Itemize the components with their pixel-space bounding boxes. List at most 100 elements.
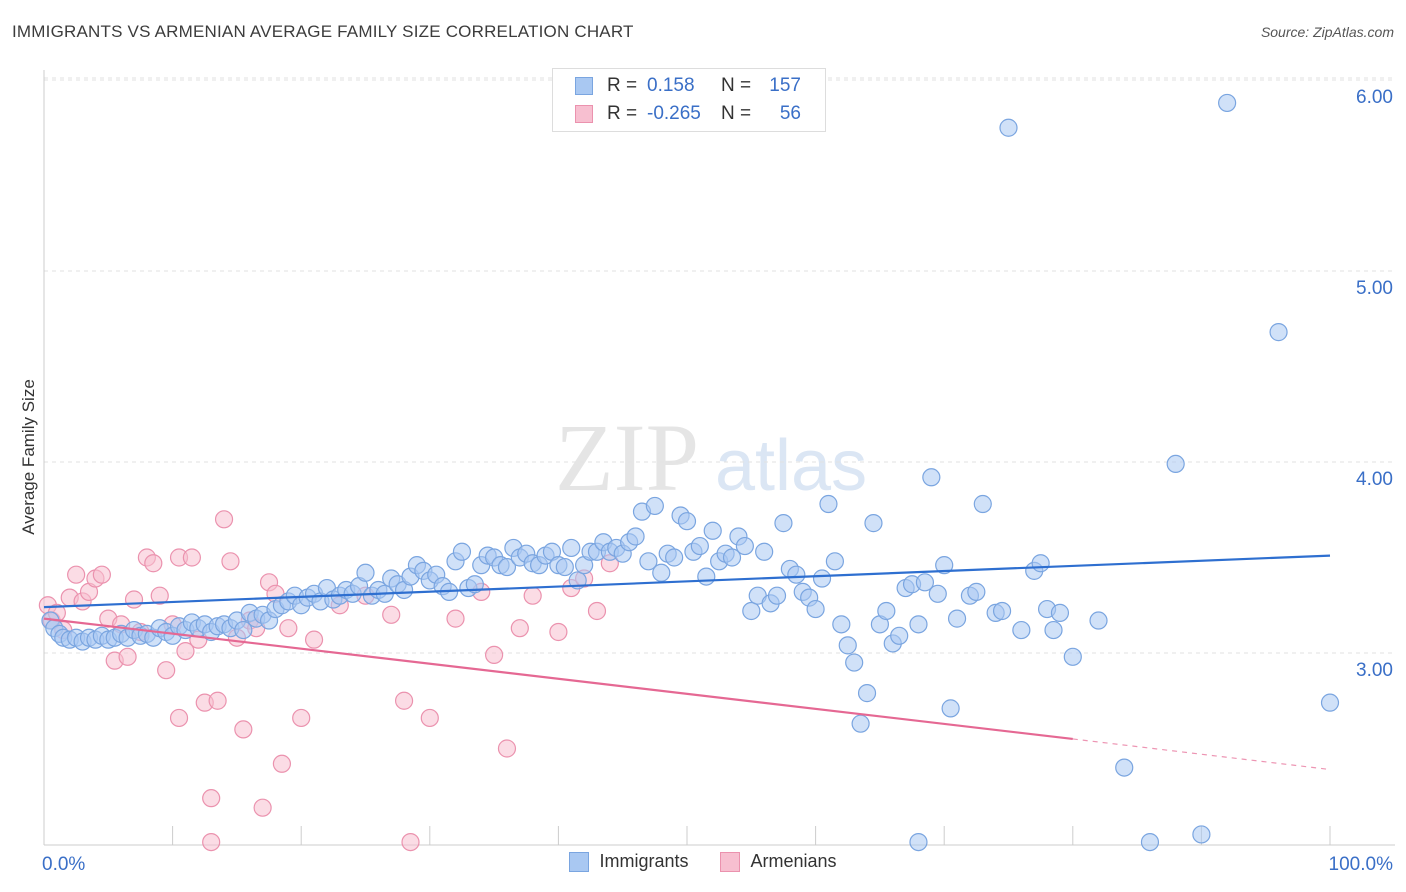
immigrants-point [697, 567, 716, 586]
immigrants-point [806, 599, 825, 619]
legend-n-value: 157 [769, 75, 801, 96]
chart-source: Source: ZipAtlas.com [1260, 24, 1394, 40]
armenians-swatch [575, 105, 593, 123]
immigrants-point [825, 552, 844, 571]
legend-item-armenians: Armenians [720, 851, 837, 872]
armenians-point [420, 708, 439, 728]
immigrants-point [626, 527, 645, 546]
immigrants-point [452, 542, 472, 561]
trend-lines [43, 554, 1331, 771]
immigrants-point [819, 494, 838, 514]
immigrants-point [755, 542, 774, 561]
armenians-point [92, 565, 111, 584]
immigrants-point [909, 615, 928, 634]
armenians-legend-label: Armenians [750, 851, 837, 871]
immigrants-point [465, 575, 484, 594]
legend-row-immigrants: R = 0.158 N = 157 [575, 73, 801, 99]
immigrants-point [877, 601, 896, 621]
immigrants-point [890, 626, 909, 645]
armenians-point [549, 622, 568, 642]
immigrants-point [851, 714, 870, 733]
immigrants-point [356, 563, 375, 582]
immigrants-point [845, 653, 864, 672]
immigrants-point [722, 548, 742, 567]
x-tick-label-min: 0.0% [42, 854, 85, 875]
immigrants-point [645, 496, 664, 516]
immigrants-point [1115, 758, 1134, 777]
immigrants-trend-line [43, 554, 1331, 609]
armenians-point [446, 609, 465, 628]
immigrants-point [1192, 825, 1211, 844]
armenians-point [401, 832, 420, 852]
immigrants-point [497, 557, 517, 577]
immigrants-points [41, 93, 1340, 852]
armenians-trend-extension [1072, 738, 1331, 771]
immigrants-point [1050, 603, 1070, 622]
immigrants-point [909, 832, 928, 852]
armenians-point [485, 645, 504, 665]
armenians-point [124, 590, 144, 609]
armenians-point [214, 510, 234, 529]
y-tick-label: 3.00 [1356, 660, 1393, 681]
armenians-point [234, 720, 253, 739]
legend-n-label: N = [721, 75, 752, 96]
immigrants-point [1089, 611, 1108, 630]
armenians-point [587, 601, 607, 621]
immigrants-point [812, 569, 832, 588]
armenians-point [304, 630, 324, 649]
y-tick-label: 6.00 [1356, 87, 1393, 108]
immigrants-point [690, 536, 709, 556]
immigrants-legend-swatch [569, 851, 590, 872]
immigrants-point [864, 514, 883, 533]
legend-n-label: N = [721, 103, 752, 124]
armenians-point [150, 586, 169, 605]
stats-legend: R = 0.158 N = 157 R = -0.265 N = 56 [552, 68, 826, 132]
chart-title: IMMIGRANTS VS ARMENIAN AVERAGE FAMILY SI… [12, 22, 634, 41]
armenians-point [497, 739, 517, 758]
armenians-point [144, 554, 163, 573]
immigrants-point [832, 615, 851, 634]
immigrants-point [928, 584, 947, 603]
immigrants-point [677, 512, 697, 531]
immigrants-point [562, 538, 581, 558]
legend-item-immigrants: Immigrants [569, 851, 688, 872]
watermark-atlas: atlas [715, 426, 867, 506]
immigrants-point [1140, 832, 1160, 852]
immigrants-point [1044, 620, 1063, 640]
y-axis-label: Average Family Size [19, 379, 38, 535]
armenians-point [202, 832, 221, 852]
armenians-point [382, 605, 401, 624]
immigrants-point [742, 601, 761, 621]
immigrants-point [922, 468, 941, 487]
armenians-point [118, 647, 137, 666]
armenians-point [523, 586, 542, 605]
immigrants-point [967, 582, 986, 601]
immigrants-point [947, 609, 967, 628]
armenians-trend-line [43, 617, 1073, 741]
x-tick-label-max: 100.0% [1329, 854, 1394, 875]
immigrants-point [703, 521, 722, 540]
immigrants-legend-label: Immigrants [599, 851, 689, 871]
y-tick-label: 5.00 [1356, 278, 1393, 299]
armenians-legend-swatch [720, 851, 741, 872]
immigrants-point [665, 548, 684, 567]
immigrants-point [941, 699, 960, 718]
immigrants-point [767, 586, 787, 605]
immigrants-point [857, 684, 877, 703]
armenians-point [208, 691, 227, 710]
immigrants-point [787, 565, 806, 584]
immigrants-point [973, 494, 992, 514]
armenians-point [272, 754, 292, 773]
legend-r-value: 0.158 [647, 75, 695, 96]
immigrants-point [555, 557, 574, 577]
series-legend: Immigrants Armenians [0, 851, 1406, 872]
armenians-point [253, 798, 272, 817]
legend-row-armenians: R = -0.265 N = 56 [575, 101, 801, 127]
immigrants-point [838, 636, 857, 655]
immigrants-point [652, 563, 671, 582]
armenians-point [169, 708, 189, 728]
immigrants-point [234, 620, 253, 640]
immigrants-point [915, 573, 935, 592]
armenians-point [221, 552, 240, 571]
